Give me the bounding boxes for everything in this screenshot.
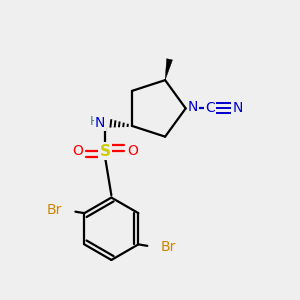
Text: O: O — [128, 144, 138, 158]
Text: N: N — [232, 101, 243, 116]
Polygon shape — [165, 59, 172, 80]
Text: N: N — [188, 100, 198, 114]
Text: H: H — [90, 115, 99, 128]
Text: Br: Br — [47, 203, 62, 217]
Text: O: O — [72, 144, 83, 158]
Text: N: N — [95, 116, 105, 130]
Text: S: S — [100, 144, 111, 159]
Text: Br: Br — [161, 240, 176, 254]
Text: C: C — [206, 101, 215, 116]
